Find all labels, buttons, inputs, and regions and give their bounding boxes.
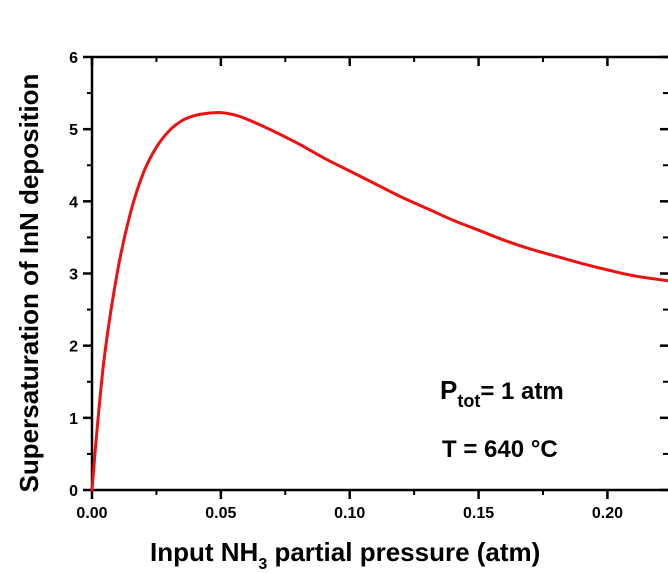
y-tick-label: 0 — [69, 483, 78, 500]
y-tick-label: 6 — [69, 50, 78, 67]
x-axis-title: Input NH3 partial pressure (atm) — [150, 537, 540, 573]
series-line — [90, 111, 668, 492]
ptot-main: P — [440, 375, 457, 405]
y-tick-label: 4 — [69, 194, 78, 211]
y-tick-label: 1 — [69, 411, 78, 428]
x-tick-label: 0.05 — [205, 505, 236, 522]
axis-ticks — [83, 55, 668, 499]
y-tick-label: 3 — [69, 267, 78, 284]
x-axis-title-post: partial pressure (atm) — [267, 537, 540, 567]
ptot-sub: tot — [457, 391, 480, 411]
ptot-rest: = 1 atm — [480, 378, 563, 405]
axis-tick-labels: 0.00 0.05 0.10 0.15 0.20 0 1 2 3 4 5 6 — [69, 50, 623, 522]
x-tick-label: 0.10 — [334, 505, 365, 522]
y-tick-label: 2 — [69, 339, 78, 356]
x-axis-title-sub: 3 — [258, 556, 267, 573]
x-tick-label: 0.15 — [463, 505, 494, 522]
y-axis-title: Supersaturation of InN deposition — [14, 74, 44, 493]
ptot-annotation: Ptot= 1 atm — [440, 375, 564, 411]
x-tick-label: 0.20 — [592, 505, 623, 522]
y-tick-label: 5 — [69, 122, 78, 139]
x-axis-title-pre: Input NH — [150, 537, 258, 567]
x-tick-label: 0.00 — [76, 505, 107, 522]
temperature-annotation: T = 640 °C — [442, 436, 558, 463]
